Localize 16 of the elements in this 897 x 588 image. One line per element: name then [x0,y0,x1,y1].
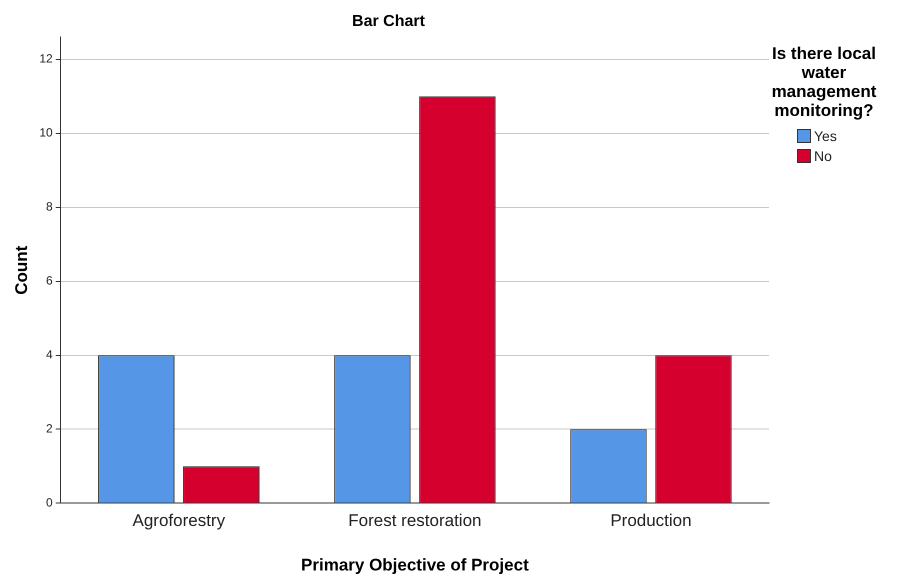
legend-title: Is there local water management monitoring? [770,44,878,120]
y-tick-label: 6 [46,274,54,288]
legend-label: No [814,147,832,166]
legend-label: Yes [814,127,837,146]
x-tick-label: Forest restoration [348,511,482,530]
y-tick-label: 2 [46,422,54,436]
x-axis-title: Primary Objective of Project [301,555,530,574]
y-tick-label: 10 [39,126,54,140]
chart-title: Bar Chart [352,13,426,30]
x-tick-label: Agroforestry [132,511,226,530]
y-tick-label: 8 [46,200,54,214]
y-tick-label: 12 [39,52,54,66]
y-axis-title: Count [12,245,31,295]
y-tick-label: 0 [46,496,54,510]
y-tick-label: 4 [46,348,54,362]
x-tick-label: Production [610,511,692,530]
